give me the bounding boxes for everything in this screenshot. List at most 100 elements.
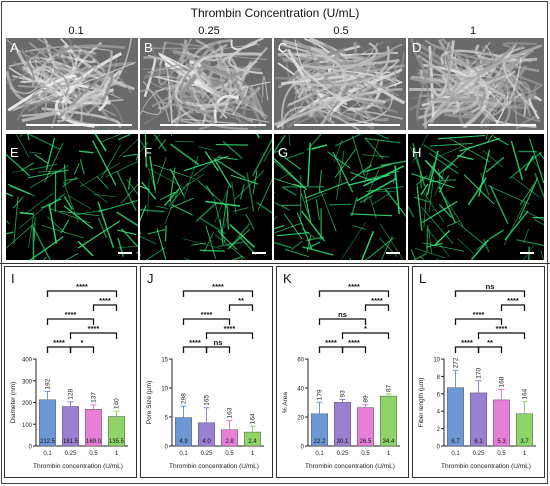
- confocal-fiber: [438, 204, 452, 218]
- confocal-fiber: [245, 213, 255, 230]
- confocal-fiber: [319, 189, 337, 232]
- confocal-fiber: [427, 162, 435, 181]
- confocal-fiber: [457, 238, 474, 254]
- confocal-fiber: [170, 134, 172, 137]
- confocal-fiber: [446, 220, 460, 227]
- x-tick-label: 0.25: [337, 451, 349, 457]
- confocal-fiber: [307, 142, 311, 187]
- confocal-fiber: [164, 188, 180, 224]
- significance-label: ****: [53, 338, 65, 347]
- confocal-fiber: [362, 154, 390, 158]
- confocal-fiber: [116, 211, 138, 227]
- n-label: 164: [250, 413, 257, 424]
- confocal-fiber: [408, 205, 415, 218]
- confocal-fiber: [529, 156, 544, 176]
- confocal-fiber: [183, 156, 199, 199]
- sem-image-c: [274, 38, 406, 130]
- significance-label: ****: [201, 310, 213, 319]
- confocal-fiber: [28, 212, 35, 249]
- confocal-fiber: [509, 151, 542, 180]
- confocal-fiber: [263, 147, 272, 162]
- confocal-fiber: [285, 151, 304, 160]
- confocal-fiber: [482, 149, 504, 168]
- y-tick-label: 60: [297, 358, 304, 364]
- sem-fiber: [160, 101, 216, 130]
- confocal-fiber: [246, 172, 255, 212]
- confocal-fiber: [192, 154, 221, 177]
- confocal-fiber: [363, 165, 405, 187]
- n-label: 87: [386, 384, 393, 392]
- sem-fiber: [7, 74, 78, 112]
- confocal-fiber: [184, 257, 191, 260]
- confocal-fiber: [315, 199, 320, 221]
- panel-label-e: E: [10, 145, 19, 160]
- sem-fiber: [474, 44, 538, 63]
- sem-fiber: [415, 45, 437, 122]
- sem-fiber: [172, 110, 192, 123]
- y-tick-label: 40: [297, 387, 304, 393]
- n-label: 163: [227, 407, 234, 418]
- significance-bracket: [182, 290, 254, 297]
- confocal-fiber: [274, 191, 275, 194]
- confocal-fiber: [533, 218, 544, 226]
- significance-label: ****: [325, 338, 337, 347]
- significance-bracket: [182, 318, 231, 325]
- significance-bracket: [182, 346, 208, 353]
- confocal-fiber: [274, 148, 284, 154]
- confocal-fiber: [230, 255, 244, 260]
- significance-bracket: [318, 290, 390, 297]
- sem-fiber: [294, 45, 390, 87]
- confocal-fiber: [47, 192, 66, 208]
- sem-fiber: [21, 65, 68, 122]
- sem-fiber: [211, 45, 222, 62]
- confocal-fiber: [420, 183, 429, 196]
- sem-fiber: [307, 45, 372, 106]
- confocal-fiber: [411, 173, 455, 189]
- confocal-fiber: [428, 152, 459, 175]
- sem-fiber: [502, 42, 537, 48]
- confocal-fiber: [512, 176, 540, 198]
- confocal-fiber: [488, 229, 504, 240]
- confocal-fiber: [6, 192, 13, 197]
- confocal-fiber: [318, 169, 322, 193]
- column-label-1: 1: [469, 25, 477, 37]
- sem-fiber: [27, 91, 82, 113]
- sem-fiber: [155, 52, 209, 87]
- y-axis-label: Pore Size (µm): [146, 381, 153, 424]
- confocal-fiber: [144, 134, 147, 168]
- confocal-fiber: [412, 252, 428, 260]
- y-tick-label: 6: [437, 392, 441, 398]
- confocal-fiber: [334, 149, 356, 179]
- confocal-fiber: [238, 236, 257, 256]
- confocal-fiber: [205, 225, 217, 259]
- confocal-fiber: [421, 206, 454, 245]
- n-label: 137: [91, 392, 98, 403]
- sem-fiber: [13, 61, 137, 111]
- confocal-fiber: [217, 241, 244, 248]
- confocal-fiber: [436, 258, 439, 260]
- figure-title: Thrombin Concentration (U/mL): [190, 6, 360, 20]
- sem-fiber: [148, 80, 260, 113]
- sem-fiber: [301, 58, 400, 69]
- bar: [356, 407, 375, 447]
- sem-fiber: [143, 66, 246, 118]
- scale-bar: [386, 252, 400, 254]
- significance-label: ns: [338, 310, 347, 319]
- significance-bracket: [341, 332, 390, 339]
- y-tick-label: 100: [22, 423, 33, 429]
- sem-fiber: [178, 73, 219, 110]
- confocal-fiber: [489, 185, 509, 224]
- confocal-fiber: [434, 171, 445, 197]
- confocal-fiber: [284, 248, 310, 258]
- confocal-fiber: [230, 174, 259, 185]
- sem-fiber: [297, 42, 378, 82]
- confocal-fiber: [274, 241, 292, 249]
- sem-fiber: [37, 65, 98, 105]
- confocal-fibers-svg: [140, 134, 272, 260]
- sem-fiber: [217, 85, 249, 115]
- confocal-fiber: [117, 134, 131, 141]
- significance-label: ns: [486, 282, 495, 291]
- confocal-fiber: [6, 219, 10, 225]
- confocal-fiber: [301, 228, 316, 239]
- confocal-fiber: [62, 176, 78, 188]
